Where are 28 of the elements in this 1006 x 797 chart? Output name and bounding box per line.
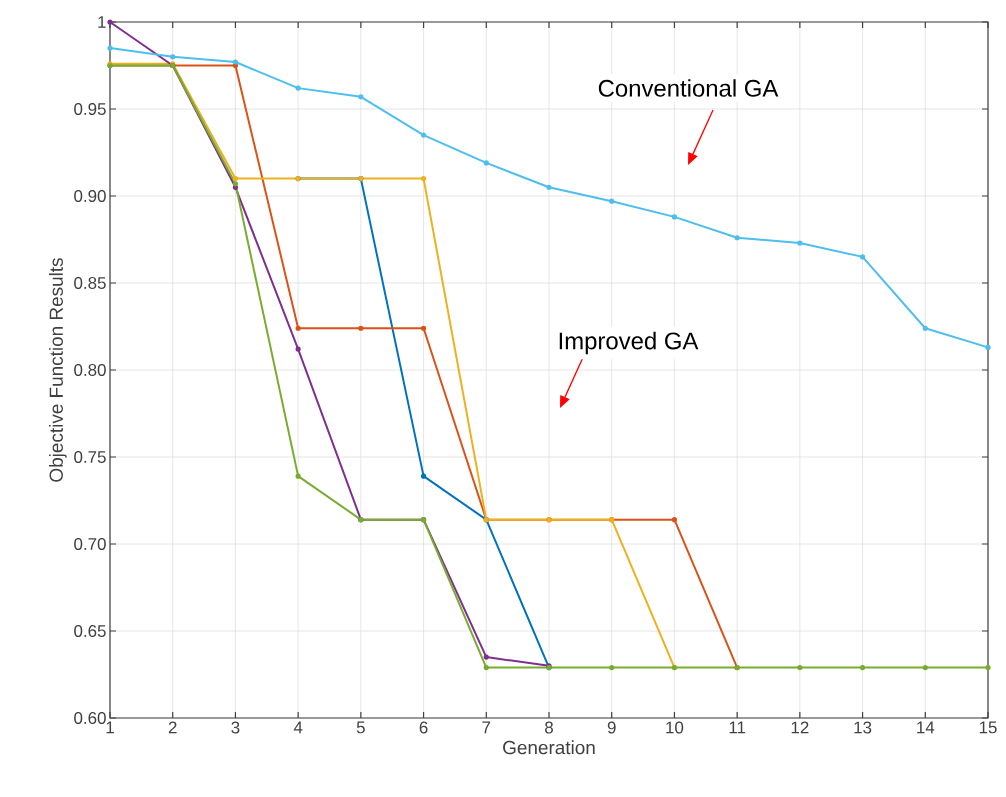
x-tick-label: 10 bbox=[666, 721, 684, 734]
y-tick-label: 0.85 bbox=[74, 277, 106, 289]
x-tick-label: 8 bbox=[545, 721, 553, 734]
x-tick-label: 11 bbox=[729, 721, 746, 734]
y-tick-label: 0.65 bbox=[74, 625, 106, 637]
x-tick-label: 12 bbox=[791, 721, 809, 734]
y-tick-label: 0.80 bbox=[74, 364, 106, 376]
y-tick-label: 0.95 bbox=[74, 103, 106, 115]
x-tick-label: 7 bbox=[482, 721, 491, 734]
x-tick-label: 13 bbox=[854, 721, 872, 734]
y-axis-title: Objective Function Results bbox=[49, 258, 67, 482]
x-tick-label: 15 bbox=[979, 721, 997, 734]
x-axis-title: Generation bbox=[503, 740, 595, 755]
x-tick-label: 3 bbox=[231, 721, 240, 734]
x-tick-label: 4 bbox=[293, 721, 303, 734]
x-tick-label: 9 bbox=[607, 721, 616, 734]
y-tick-label: 0.90 bbox=[74, 190, 106, 202]
x-tick-label: 5 bbox=[356, 721, 365, 734]
y-tick-label: 1 bbox=[98, 16, 106, 28]
y-tick-label: 0.70 bbox=[74, 538, 106, 550]
annotation: Improved GA bbox=[559, 331, 699, 355]
x-tick-label: 1 bbox=[106, 721, 114, 734]
y-tick-label: 0.75 bbox=[74, 451, 106, 463]
y-tick-label: 0.60 bbox=[74, 712, 106, 724]
x-tick-label: 2 bbox=[168, 721, 177, 734]
x-tick-label: 6 bbox=[419, 721, 428, 734]
annotation: Conventional GA bbox=[598, 79, 779, 97]
x-tick-label: 14 bbox=[917, 721, 935, 734]
